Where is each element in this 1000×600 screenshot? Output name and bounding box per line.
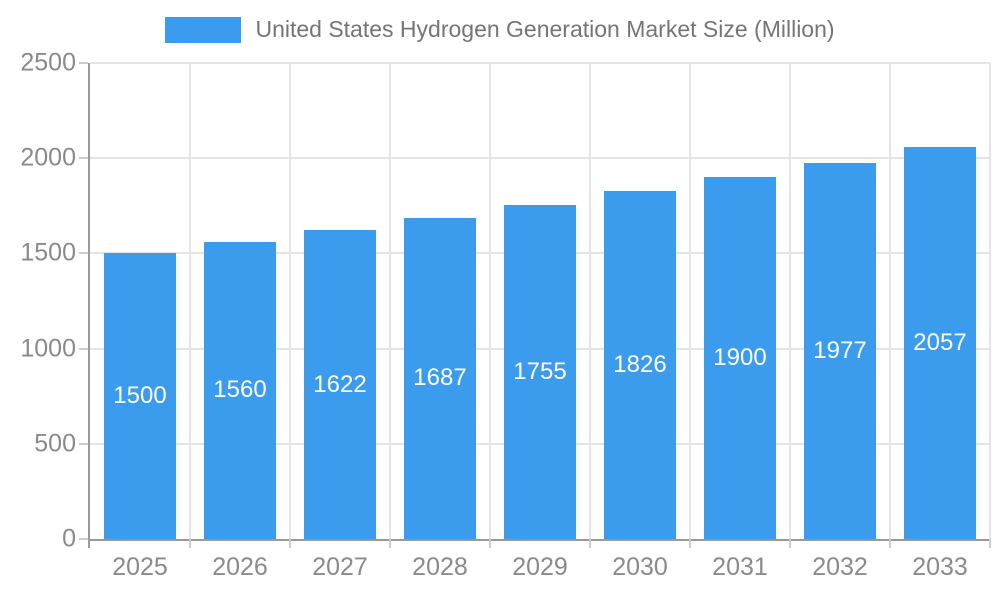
x-tick-label: 2026 [212, 553, 268, 581]
v-gridline [389, 63, 391, 539]
category-slot: 1500 2025 [88, 63, 191, 581]
x-tick-label: 2028 [412, 553, 468, 581]
x-tick-mark [689, 539, 691, 548]
v-gridline [989, 63, 991, 539]
bar[interactable]: 1755 [504, 204, 576, 539]
bar-value-label: 1977 [813, 336, 867, 364]
x-tick-label: 2027 [312, 553, 368, 581]
x-tick-mark [88, 539, 90, 548]
y-tick-label: 2000 [20, 143, 76, 172]
category-slot: 1755 2029 [490, 63, 591, 581]
y-tick-mark [79, 252, 88, 255]
v-gridline [488, 63, 491, 539]
v-gridline [589, 63, 591, 539]
x-tick-label: 2025 [112, 553, 168, 581]
category-slot: 1826 2030 [590, 63, 691, 581]
h-gridline [90, 62, 990, 64]
bar[interactable]: 1826 [604, 191, 676, 539]
y-tick-mark [79, 62, 88, 64]
y-tick-label: 2500 [20, 48, 76, 77]
v-gridline [189, 63, 191, 539]
x-tick-label: 2029 [512, 553, 568, 581]
category-slot: 1977 2032 [790, 63, 891, 581]
bar-value-label: 1755 [513, 357, 567, 385]
x-tick-mark [589, 539, 591, 548]
legend-label[interactable]: United States Hydrogen Generation Market… [255, 16, 835, 42]
bar[interactable]: 1900 [703, 177, 776, 539]
bar[interactable]: 2057 [904, 147, 976, 539]
category-slot: 2057 2033 [890, 63, 991, 581]
bar[interactable]: 1622 [304, 230, 376, 539]
x-tick-label: 2030 [612, 553, 668, 581]
x-tick-mark [788, 539, 791, 548]
legend-swatch[interactable] [165, 16, 242, 43]
category-slot: 1687 2028 [390, 63, 491, 581]
bar-value-label: 1687 [413, 364, 467, 392]
x-tick-mark [889, 539, 891, 548]
y-tick-label: 1000 [20, 334, 76, 363]
x-tick-mark [189, 539, 191, 548]
y-tick-label: 1500 [20, 238, 76, 267]
bar[interactable]: 1977 [804, 162, 876, 539]
category-slot: 1560 2026 [190, 63, 291, 581]
x-tick-mark [488, 539, 491, 548]
x-tick-mark [989, 539, 991, 548]
legend[interactable]: United States Hydrogen Generation Market… [0, 16, 1000, 44]
bar-value-label: 1826 [613, 351, 667, 379]
bar-value-label: 1622 [313, 370, 367, 398]
y-tick-mark [79, 538, 88, 540]
bar-value-label: 2057 [913, 329, 967, 357]
y-tick-mark [79, 442, 88, 445]
bar-value-label: 1560 [213, 376, 267, 404]
x-tick-mark [389, 539, 391, 548]
plot-area: 0 500 1000 1500 2000 2500 1500 2025 1560 2026 1622… [20, 50, 991, 581]
y-tick-mark [79, 347, 88, 350]
h-gridline [90, 157, 990, 160]
x-tick-label: 2033 [912, 553, 968, 581]
x-tick-label: 2031 [712, 553, 768, 581]
y-tick-label: 500 [34, 429, 76, 458]
bar[interactable]: 1500 [104, 253, 176, 539]
bar[interactable]: 1687 [403, 217, 476, 539]
category-slot: 1622 2027 [290, 63, 391, 581]
v-gridline [289, 63, 291, 539]
y-tick-label: 0 [62, 524, 76, 553]
bar[interactable]: 1560 [204, 241, 276, 539]
x-tick-label: 2032 [812, 553, 868, 581]
v-gridline [788, 63, 791, 539]
y-tick-mark [79, 157, 88, 160]
x-tick-mark [289, 539, 291, 548]
bar-value-label: 1500 [113, 382, 167, 410]
category-slot: 1900 2031 [690, 63, 791, 581]
v-gridline [889, 63, 891, 539]
bar-value-label: 1900 [713, 344, 767, 372]
v-gridline [689, 63, 691, 539]
